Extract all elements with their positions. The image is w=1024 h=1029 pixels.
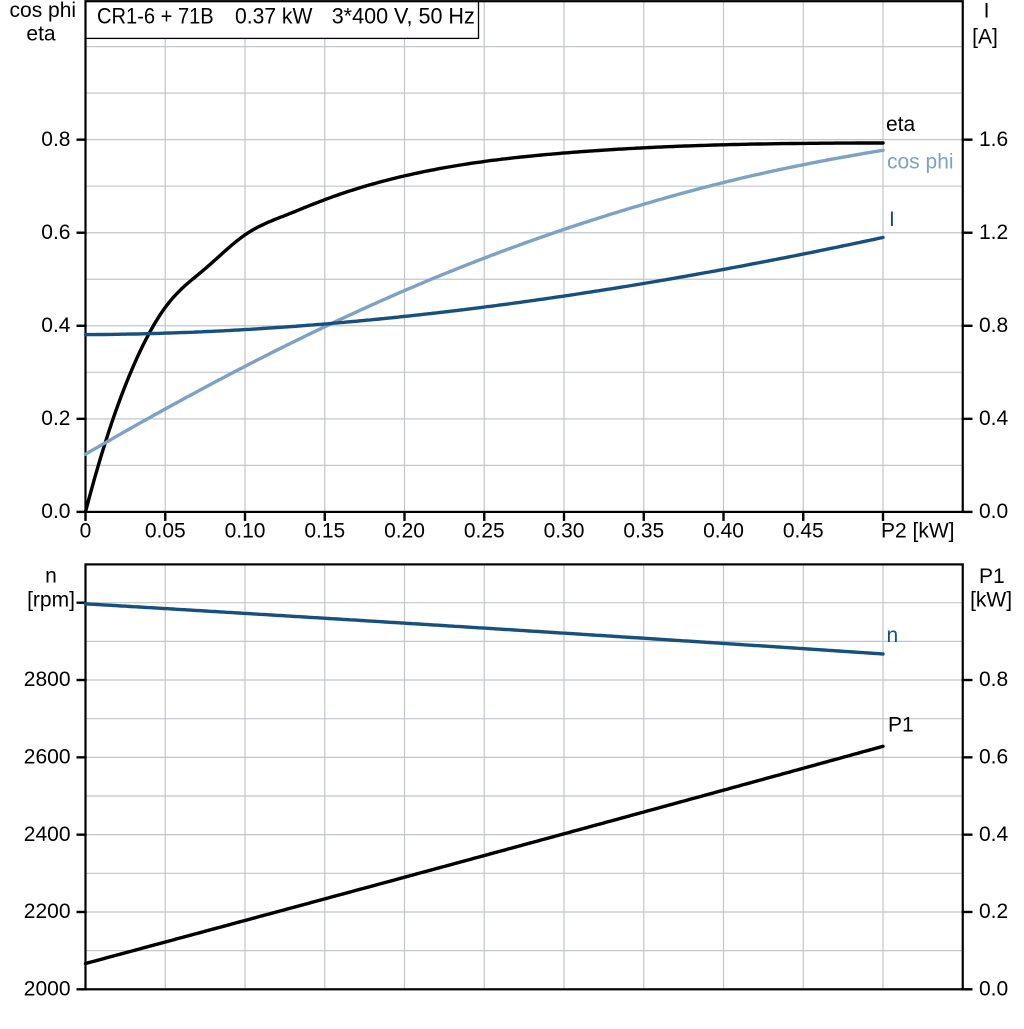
svg-text:CR1-6 + 71B: CR1-6 + 71B — [97, 4, 214, 29]
svg-text:2000: 2000 — [24, 977, 71, 1000]
svg-text:cos phi: cos phi — [887, 151, 954, 174]
svg-text:[A]: [A] — [972, 25, 998, 48]
svg-text:0.20: 0.20 — [384, 520, 425, 543]
svg-text:0.15: 0.15 — [304, 520, 345, 543]
svg-text:1.2: 1.2 — [979, 221, 1008, 244]
svg-text:2800: 2800 — [24, 668, 71, 691]
svg-text:P1: P1 — [979, 565, 1005, 588]
svg-text:2400: 2400 — [24, 823, 71, 846]
svg-text:0.30: 0.30 — [544, 520, 585, 543]
svg-text:0.8: 0.8 — [41, 128, 70, 151]
svg-text:3*400 V, 50 Hz: 3*400 V, 50 Hz — [332, 4, 475, 29]
svg-text:P2 [kW]: P2 [kW] — [881, 520, 955, 543]
svg-text:0.4: 0.4 — [41, 314, 71, 337]
svg-text:0.0: 0.0 — [979, 977, 1008, 1000]
svg-text:0.8: 0.8 — [979, 668, 1008, 691]
svg-text:0.6: 0.6 — [979, 745, 1008, 768]
svg-text:I: I — [984, 0, 990, 22]
svg-text:0.6: 0.6 — [41, 221, 70, 244]
svg-text:2600: 2600 — [24, 745, 71, 768]
svg-text:0.2: 0.2 — [979, 900, 1008, 923]
svg-text:cos phi: cos phi — [10, 0, 77, 22]
svg-text:0.4: 0.4 — [979, 823, 1009, 846]
svg-text:0.05: 0.05 — [145, 520, 186, 543]
svg-text:eta: eta — [886, 113, 916, 136]
svg-text:I: I — [889, 208, 895, 231]
svg-text:0.45: 0.45 — [783, 520, 824, 543]
svg-text:0.2: 0.2 — [41, 407, 70, 430]
svg-text:0.0: 0.0 — [979, 500, 1008, 523]
svg-text:[rpm]: [rpm] — [27, 589, 75, 612]
svg-text:0.8: 0.8 — [979, 314, 1008, 337]
svg-text:n: n — [45, 565, 57, 588]
svg-text:n: n — [887, 624, 899, 647]
svg-text:P1: P1 — [888, 714, 914, 737]
svg-text:1.6: 1.6 — [979, 128, 1008, 151]
svg-text:0.10: 0.10 — [225, 520, 266, 543]
svg-text:0.25: 0.25 — [464, 520, 505, 543]
svg-text:0: 0 — [80, 520, 92, 543]
svg-text:[kW]: [kW] — [970, 589, 1012, 612]
svg-text:2200: 2200 — [24, 900, 71, 923]
svg-text:0.35: 0.35 — [623, 520, 664, 543]
svg-text:0.37 kW: 0.37 kW — [235, 4, 313, 29]
svg-text:0.4: 0.4 — [979, 407, 1009, 430]
svg-text:eta: eta — [26, 22, 56, 45]
svg-text:0.40: 0.40 — [703, 520, 744, 543]
svg-text:0.0: 0.0 — [41, 500, 70, 523]
